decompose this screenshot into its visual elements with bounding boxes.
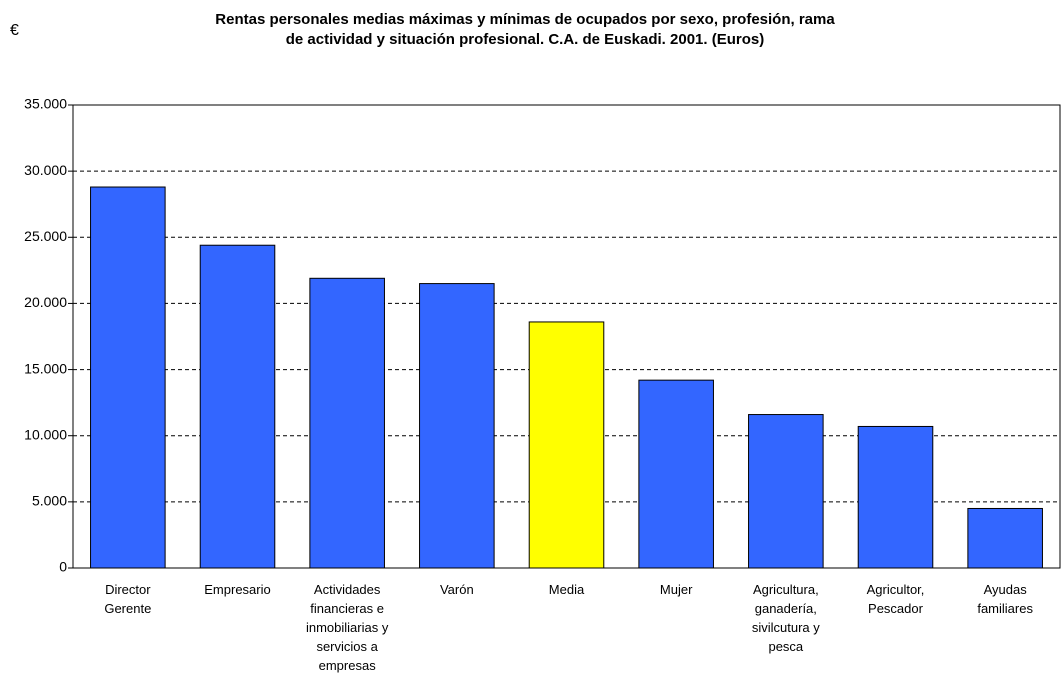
bar <box>419 283 495 569</box>
bar <box>90 186 166 569</box>
chart-title: Rentas personales medias máximas y mínim… <box>215 11 835 48</box>
x-tick-label: Media <box>548 582 585 597</box>
bar <box>528 321 605 569</box>
y-tick-label: 30.000 <box>24 162 67 178</box>
x-tick-label: Agricultor, Pescador <box>866 582 925 616</box>
y-tick-label: 25.000 <box>24 228 67 244</box>
y-tick-label: 5.000 <box>32 493 67 509</box>
y-tick-label: 0 <box>59 559 67 575</box>
bar <box>967 507 1043 569</box>
plot-border <box>72 104 1061 569</box>
bar <box>857 425 934 569</box>
y-tick-label: 20.000 <box>24 294 67 310</box>
x-tick-label: Varón <box>439 582 474 597</box>
y-tick-label: 10.000 <box>24 426 67 442</box>
bar <box>638 379 714 569</box>
x-tick-label: Actividades financieras e inmobiliarias … <box>305 582 389 673</box>
x-tick-label: Empresario <box>204 582 271 597</box>
x-tick-label: Agricultura, ganadería, sivilcutura y pe… <box>751 582 820 654</box>
bar <box>199 244 276 569</box>
bar <box>309 277 385 569</box>
x-tick-label: Director Gerente <box>104 582 152 616</box>
bar <box>748 414 824 569</box>
x-tick-label: Mujer <box>659 582 693 597</box>
y-axis-label: € <box>10 22 19 39</box>
x-tick-label: Ayudas familiares <box>977 582 1033 616</box>
y-tick-label: 15.000 <box>24 360 67 376</box>
y-tick-label: 35.000 <box>24 96 67 112</box>
